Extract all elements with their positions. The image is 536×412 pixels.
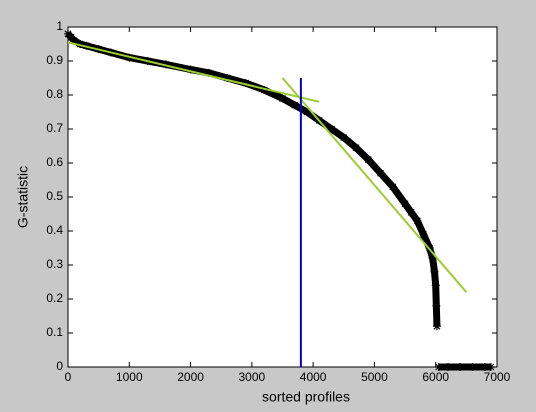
x-tick-label: 6000: [422, 370, 449, 384]
y-tick-label: 0.5: [46, 189, 63, 203]
point-marker: [432, 301, 441, 310]
point-marker: [468, 363, 477, 371]
point-marker: [241, 79, 250, 88]
point-marker: [419, 230, 428, 239]
y-tick-label: 0.8: [46, 87, 63, 101]
point-marker: [327, 125, 336, 133]
point-marker: [186, 65, 195, 74]
x-tick-label: 5000: [361, 370, 388, 384]
x-tick-label: 0: [65, 370, 72, 384]
x-tick-label: 1000: [116, 370, 143, 384]
y-tick-label: 0.6: [46, 155, 63, 169]
point-marker: [456, 363, 465, 371]
point-marker: [339, 133, 348, 142]
point-marker: [162, 60, 171, 69]
point-marker: [432, 322, 441, 331]
point-marker: [223, 74, 232, 82]
point-marker: [290, 101, 299, 110]
point-marker: [388, 182, 397, 191]
point-marker: [401, 199, 410, 208]
y-tick-label: 0.2: [46, 291, 63, 305]
point-marker: [443, 363, 452, 371]
y-tick-label: 0.1: [46, 325, 63, 339]
point-marker: [260, 85, 269, 94]
y-tick-label: 0.4: [46, 223, 63, 237]
point-marker: [67, 33, 76, 42]
point-marker: [70, 36, 79, 45]
point-marker: [486, 363, 495, 371]
point-marker: [364, 155, 373, 164]
point-marker: [303, 108, 312, 116]
point-marker: [431, 281, 440, 290]
axes-box: [67, 26, 498, 368]
y-tick-label: 0.7: [46, 121, 63, 135]
point-marker: [428, 254, 437, 263]
point-marker: [64, 29, 72, 38]
point-marker: [430, 267, 439, 276]
point-marker: [480, 363, 489, 371]
y-tick-label: 0.9: [46, 53, 63, 67]
x-tick-label: 7000: [484, 370, 511, 384]
y-tick-label: 1: [56, 19, 63, 33]
y-tick-label: 0.3: [46, 257, 63, 271]
point-marker: [376, 169, 385, 178]
x-axis-label: sorted profiles: [262, 389, 350, 405]
point-marker: [76, 40, 85, 48]
point-marker: [278, 94, 287, 103]
point-marker: [204, 68, 213, 77]
x-tick-label: 4000: [300, 370, 327, 384]
point-marker: [407, 208, 416, 217]
point-marker: [352, 143, 361, 152]
point-marker: [434, 363, 443, 371]
series-line: [67, 41, 320, 103]
x-tick-label: 3000: [239, 370, 266, 384]
x-tick-label: 2000: [177, 370, 204, 384]
y-axis-label: G-statistic: [15, 166, 31, 228]
series-line: [281, 77, 468, 293]
y-tick-label: 0: [56, 359, 63, 373]
point-marker: [413, 216, 422, 225]
